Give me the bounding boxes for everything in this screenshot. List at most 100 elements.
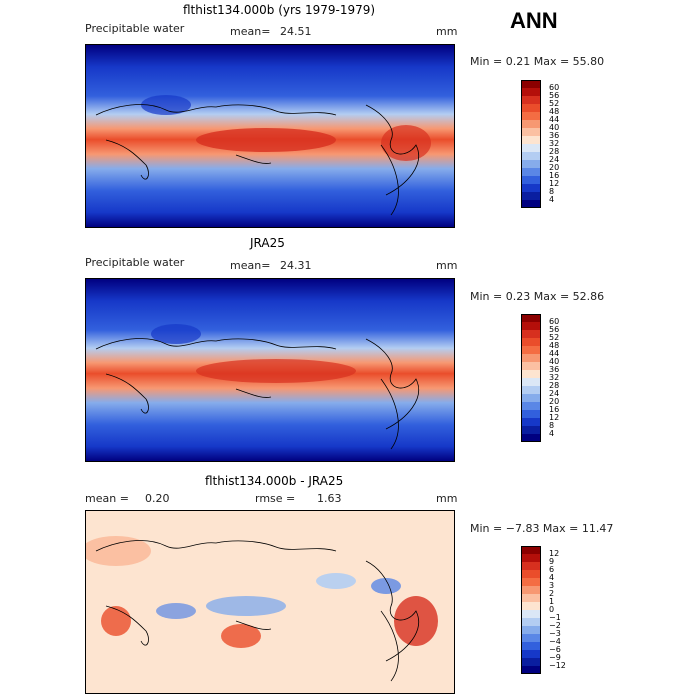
colorbar-cell (521, 554, 541, 562)
panel1-title: flthist134.000b (yrs 1979-1979) (183, 3, 376, 17)
colorbar-cell (521, 80, 541, 88)
colorbar-tick-label: 44 (549, 349, 560, 358)
colorbar-tick-label: 8 (549, 187, 555, 196)
colorbar-tick-label: 52 (549, 99, 560, 108)
colorbar-tick-label: 1 (549, 597, 555, 606)
colorbar-tick-label: −4 (549, 637, 561, 646)
panel2-map-svg (86, 279, 454, 461)
colorbar-cell (521, 394, 541, 402)
colorbar-cell (521, 546, 541, 554)
colorbar-tick-label: 48 (549, 341, 560, 350)
colorbar-tick-label: 12 (549, 413, 560, 422)
colorbar-cell (521, 370, 541, 378)
colorbar-cell (521, 152, 541, 160)
panel3-rmse-value: 1.63 (317, 492, 342, 505)
colorbar-cell (521, 168, 541, 176)
colorbar-cell (521, 338, 541, 346)
panel3-minmax: Min = −7.83 Max = 11.47 (470, 522, 614, 535)
colorbar-tick-label: 28 (549, 381, 560, 390)
colorbar-cell (521, 136, 541, 144)
panel1-units: mm (436, 25, 458, 38)
colorbar-tick-label: 24 (549, 389, 560, 398)
colorbar-tick-label: 12 (549, 549, 560, 558)
panel1-colorbar-cells (521, 80, 541, 208)
panel2-mean-value: 24.31 (280, 259, 312, 272)
panel3-units: mm (436, 492, 458, 505)
colorbar-cell (521, 128, 541, 136)
colorbar-cell (521, 410, 541, 418)
colorbar-tick-label: 60 (549, 317, 560, 326)
colorbar-tick-label: 32 (549, 139, 560, 148)
panel2-field-label: Precipitable water (85, 256, 185, 269)
colorbar-cell (521, 586, 541, 594)
colorbar-cell (521, 176, 541, 184)
colorbar-tick-label: 24 (549, 155, 560, 164)
colorbar-tick-label: 9 (549, 557, 555, 566)
colorbar-tick-label: 60 (549, 83, 560, 92)
colorbar-cell (521, 402, 541, 410)
colorbar-tick-label: 52 (549, 333, 560, 342)
colorbar-cell (521, 626, 541, 634)
panel3-title: flthist134.000b - JRA25 (205, 474, 344, 488)
colorbar-tick-label: 4 (549, 573, 555, 582)
colorbar-cell (521, 562, 541, 570)
colorbar-tick-label: 44 (549, 115, 560, 124)
colorbar-cell (521, 120, 541, 128)
colorbar-cell (521, 144, 541, 152)
colorbar-cell (521, 602, 541, 610)
colorbar-cell (521, 418, 541, 426)
panel1-map-svg (86, 45, 454, 227)
colorbar-tick-label: 36 (549, 365, 560, 374)
colorbar-cell (521, 96, 541, 104)
panel3-mean-label: mean = (85, 492, 129, 505)
panel2-colorbar: 60 56 52 48 44 40 36 32 28 24 20 16 12 8 4 (521, 314, 559, 442)
colorbar-cell (521, 634, 541, 642)
panel2-map (85, 278, 455, 462)
colorbar-tick-label: 16 (549, 171, 560, 180)
colorbar-cell (521, 160, 541, 168)
colorbar-cell (521, 314, 541, 322)
colorbar-tick-label: −6 (549, 645, 561, 654)
colorbar-tick-label: 56 (549, 325, 560, 334)
colorbar-tick-label: 0 (549, 605, 555, 614)
panel1-minmax: Min = 0.21 Max = 55.80 (470, 55, 605, 68)
colorbar-tick-label: 56 (549, 91, 560, 100)
colorbar-cell (521, 354, 541, 362)
colorbar-tick-label: −3 (549, 629, 561, 638)
colorbar-cell (521, 112, 541, 120)
colorbar-cell (521, 610, 541, 618)
colorbar-cell (521, 322, 541, 330)
panel3-mean-value: 0.20 (145, 492, 170, 505)
panel1-field-label: Precipitable water (85, 22, 185, 35)
panel1-mean-value: 24.51 (280, 25, 312, 38)
colorbar-cell (521, 200, 541, 208)
colorbar-tick-label: −12 (549, 661, 566, 670)
colorbar-tick-label: 28 (549, 147, 560, 156)
panel2-units: mm (436, 259, 458, 272)
panel1-mean-label: mean= (230, 25, 271, 38)
colorbar-tick-label: 20 (549, 163, 560, 172)
season-label: ANN (510, 8, 558, 33)
colorbar-cell (521, 184, 541, 192)
panel3-map (85, 510, 455, 694)
colorbar-tick-label: 48 (549, 107, 560, 116)
colorbar-tick-label: 4 (549, 429, 555, 438)
panel3-map-svg (86, 511, 454, 693)
colorbar-tick-label: 4 (549, 195, 555, 204)
colorbar-cell (521, 192, 541, 200)
colorbar-cell (521, 570, 541, 578)
colorbar-cell (521, 658, 541, 666)
panel2-colorbar-cells (521, 314, 541, 442)
colorbar-tick-label: 40 (549, 123, 560, 132)
colorbar-cell (521, 386, 541, 394)
colorbar-tick-label: 20 (549, 397, 560, 406)
colorbar-tick-label: −1 (549, 613, 561, 622)
colorbar-tick-label: 12 (549, 179, 560, 188)
panel3-colorbar-cells (521, 546, 541, 674)
colorbar-tick-label: 6 (549, 565, 555, 574)
colorbar-tick-label: 32 (549, 373, 560, 382)
colorbar-tick-label: −9 (549, 653, 561, 662)
colorbar-tick-label: 16 (549, 405, 560, 414)
colorbar-tick-label: −2 (549, 621, 561, 630)
colorbar-cell (521, 642, 541, 650)
